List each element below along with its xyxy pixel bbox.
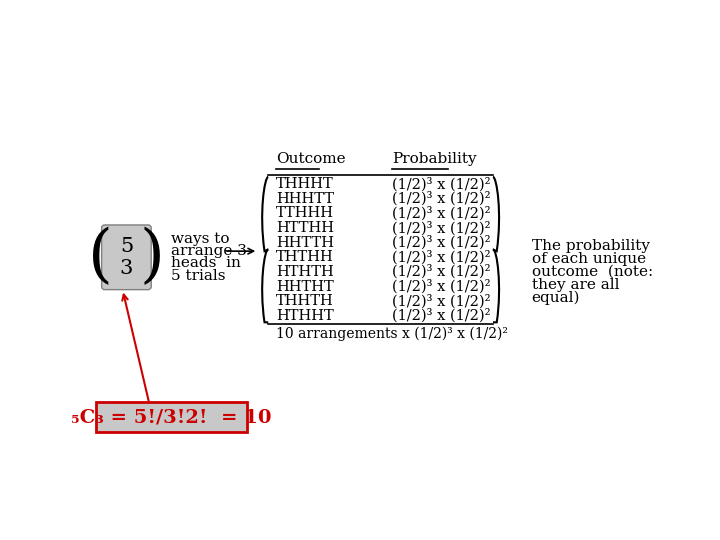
Text: ways to: ways to bbox=[171, 232, 230, 246]
Text: ): ) bbox=[140, 227, 164, 288]
Text: (: ( bbox=[89, 227, 113, 288]
Text: (1/2)³ x (1/2)²: (1/2)³ x (1/2)² bbox=[392, 235, 491, 250]
Text: THTHH: THTHH bbox=[276, 251, 334, 264]
Text: (1/2)³ x (1/2)²: (1/2)³ x (1/2)² bbox=[392, 294, 491, 308]
Text: equal): equal) bbox=[532, 291, 580, 305]
Text: HHHTT: HHHTT bbox=[276, 192, 334, 206]
Text: 10 arrangements x (1/2)³ x (1/2)²: 10 arrangements x (1/2)³ x (1/2)² bbox=[276, 327, 508, 341]
Text: HHTHT: HHTHT bbox=[276, 280, 334, 294]
Text: (1/2)³ x (1/2)²: (1/2)³ x (1/2)² bbox=[392, 309, 491, 323]
Text: (1/2)³ x (1/2)²: (1/2)³ x (1/2)² bbox=[392, 279, 491, 294]
Text: (1/2)³ x (1/2)²: (1/2)³ x (1/2)² bbox=[392, 265, 491, 279]
Text: (1/2)³ x (1/2)²: (1/2)³ x (1/2)² bbox=[392, 221, 491, 235]
Text: (1/2)³ x (1/2)²: (1/2)³ x (1/2)² bbox=[392, 177, 491, 191]
Text: THHHT: THHHT bbox=[276, 177, 334, 191]
Text: they are all: they are all bbox=[532, 278, 619, 292]
Text: of each unique: of each unique bbox=[532, 252, 646, 266]
Text: HTTHH: HTTHH bbox=[276, 221, 334, 235]
Text: Outcome: Outcome bbox=[276, 152, 346, 166]
Text: Probability: Probability bbox=[392, 152, 477, 166]
Text: HTHHT: HTHHT bbox=[276, 309, 334, 323]
FancyBboxPatch shape bbox=[96, 402, 246, 432]
Text: arrange 3: arrange 3 bbox=[171, 244, 247, 258]
Text: 3: 3 bbox=[120, 259, 133, 278]
FancyBboxPatch shape bbox=[102, 225, 151, 289]
Text: (1/2)³ x (1/2)²: (1/2)³ x (1/2)² bbox=[392, 192, 491, 206]
Text: (1/2)³ x (1/2)²: (1/2)³ x (1/2)² bbox=[392, 206, 491, 220]
Text: outcome  (note:: outcome (note: bbox=[532, 265, 653, 279]
Text: HTHTH: HTHTH bbox=[276, 265, 334, 279]
Text: 5 trials: 5 trials bbox=[171, 269, 226, 283]
Text: TTHHH: TTHHH bbox=[276, 206, 334, 220]
Text: 5: 5 bbox=[120, 237, 133, 255]
Text: ₅C₃ = 5!/3!2!  = 10: ₅C₃ = 5!/3!2! = 10 bbox=[71, 408, 271, 426]
Text: (1/2)³ x (1/2)²: (1/2)³ x (1/2)² bbox=[392, 250, 491, 265]
Text: The probability: The probability bbox=[532, 239, 649, 253]
Text: HHTTH: HHTTH bbox=[276, 235, 334, 249]
Text: heads  in: heads in bbox=[171, 256, 241, 271]
Text: THHTH: THHTH bbox=[276, 294, 334, 308]
